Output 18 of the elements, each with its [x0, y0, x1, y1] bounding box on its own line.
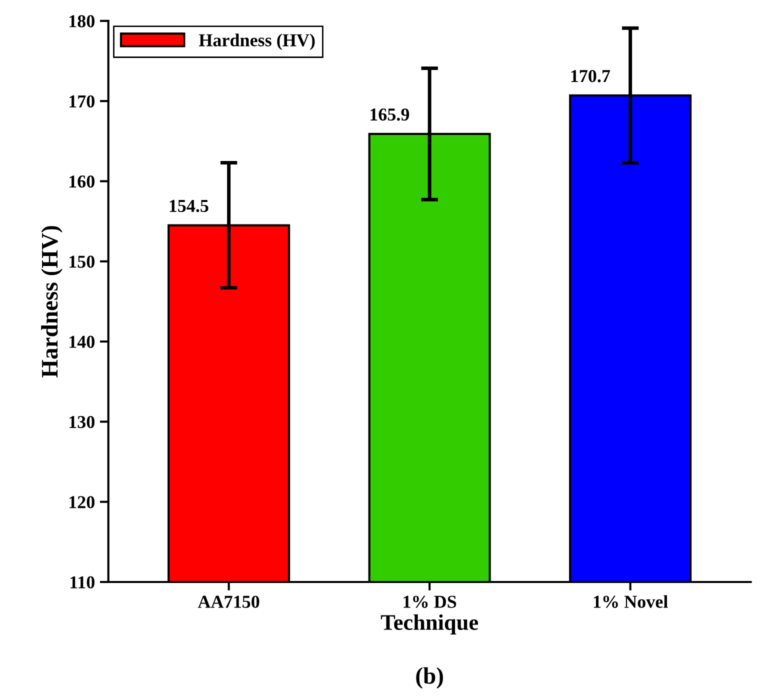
data-label: 154.5 [170, 200, 208, 212]
x-axis-title: Technique [380, 614, 478, 634]
y-tick-label: 110 [70, 576, 94, 588]
data-label: 170.7 [571, 70, 610, 82]
legend-label: Hardness (HV) [198, 34, 315, 50]
y-tick-label: 150 [70, 256, 94, 268]
y-tick-label: 160 [70, 175, 94, 188]
y-tick-label: 120 [70, 496, 94, 508]
y-tick-label: 180 [70, 15, 94, 28]
y-axis-title: Hardness (HV) [41, 226, 63, 378]
y-tick-label: 170 [70, 95, 94, 108]
x-tick-label: 1% Novel [594, 595, 668, 608]
y-tick-label: 130 [70, 416, 94, 428]
text: (b) [416, 667, 443, 689]
x-tick-label: 1% DS [404, 596, 456, 608]
data-label: 165.9 [370, 108, 410, 121]
x-tick-label: AA7150 [198, 596, 260, 608]
y-tick-label: 140 [70, 336, 94, 348]
